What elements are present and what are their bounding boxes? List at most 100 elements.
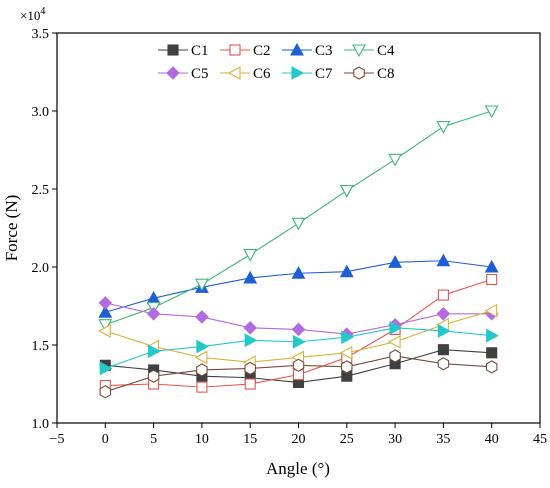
series-layer <box>98 105 499 399</box>
y-tick-label: 1.0 <box>32 417 50 432</box>
x-tick-label: 20 <box>292 432 306 447</box>
data-point <box>148 344 161 359</box>
legend-item-c7: C7 <box>282 66 333 82</box>
x-tick-label: 10 <box>195 432 209 447</box>
series-c8 <box>99 349 498 399</box>
data-point <box>339 345 353 360</box>
data-point <box>98 324 111 338</box>
data-point <box>484 303 498 318</box>
legend-item-c2: C2 <box>220 43 271 59</box>
data-point <box>388 153 403 167</box>
legend-label: C3 <box>315 43 333 59</box>
data-point <box>387 334 401 349</box>
data-point <box>99 385 112 399</box>
data-point <box>243 270 258 284</box>
data-point <box>485 360 498 374</box>
legend-marker <box>167 44 179 56</box>
data-point <box>291 217 306 231</box>
legend: C1 C2 C3 C4 C5 C6 C7 C8 <box>158 42 395 82</box>
data-point <box>291 266 306 279</box>
legend-marker <box>291 66 305 80</box>
data-point <box>195 310 209 324</box>
data-point <box>486 273 498 286</box>
legend-label: C4 <box>377 43 395 59</box>
y-tick-label: 3.5 <box>32 27 50 42</box>
data-point <box>437 357 450 371</box>
legend-label: C1 <box>191 43 209 59</box>
data-point <box>243 321 257 335</box>
legend-marker <box>166 66 180 80</box>
data-point <box>437 289 449 301</box>
data-point <box>292 358 305 372</box>
series-c7 <box>99 320 499 376</box>
legend-label: C5 <box>191 66 209 82</box>
legend-marker <box>227 66 241 80</box>
data-point <box>486 328 499 343</box>
x-tick-label: 45 <box>533 432 547 447</box>
x-tick-label: 15 <box>243 432 257 447</box>
data-point <box>436 121 451 134</box>
data-point <box>146 307 161 321</box>
x-tick-label: 40 <box>485 432 499 447</box>
data-point <box>339 264 354 278</box>
y-tick-label: 2.0 <box>32 261 50 276</box>
data-point <box>98 319 113 332</box>
data-point <box>437 344 449 356</box>
x-axis-title: Angle (°) <box>266 459 330 478</box>
data-point <box>147 369 160 383</box>
legend-marker <box>290 42 304 56</box>
legend-label: C8 <box>377 66 395 82</box>
data-point <box>341 330 354 345</box>
data-point <box>243 248 258 262</box>
data-point <box>436 307 451 321</box>
series-c4 <box>98 105 499 332</box>
legend-marker <box>229 44 241 56</box>
data-point <box>196 381 208 393</box>
x-tick-label: −5 <box>50 432 65 447</box>
x-tick-label: 0 <box>102 432 109 447</box>
y-tick-label: 1.5 <box>32 339 50 354</box>
data-point <box>484 259 499 273</box>
legend-label: C2 <box>253 43 271 59</box>
x-tick-label: 25 <box>340 432 354 447</box>
axis-ticks: −5 0 5 10 15 20 25 30 35 40 45 1.0 1.5 2.0 2.5 3.0 3.5 <box>32 27 548 447</box>
data-point <box>484 105 499 119</box>
legend-marker <box>352 44 366 58</box>
legend-label: C6 <box>253 66 271 82</box>
y-tick-label: 2.5 <box>32 183 50 198</box>
data-point <box>194 350 208 365</box>
legend-item-c5: C5 <box>158 66 209 82</box>
legend-label: C7 <box>315 66 333 82</box>
data-point <box>244 361 256 376</box>
data-point <box>99 361 113 376</box>
data-point <box>98 296 113 310</box>
y-tick-label: 3.0 <box>32 105 50 120</box>
data-point <box>244 333 258 348</box>
x-tick-label: 5 <box>150 432 157 447</box>
x-tick-label: 35 <box>436 432 450 447</box>
x-tick-label: 30 <box>388 432 402 447</box>
data-point <box>388 255 403 268</box>
y-multiplier: ×104 <box>20 6 45 23</box>
legend-item-c6: C6 <box>220 66 271 82</box>
legend-item-c4: C4 <box>344 43 395 59</box>
data-point <box>339 185 354 198</box>
data-point <box>194 278 209 292</box>
legend-item-c8: C8 <box>344 66 395 82</box>
legend-marker <box>353 66 365 80</box>
data-point <box>436 253 451 267</box>
data-point <box>196 339 210 354</box>
legend-item-c1: C1 <box>158 43 209 59</box>
data-point <box>196 363 208 377</box>
legend-item-c3: C3 <box>282 42 333 59</box>
y-axis-title: Force (N) <box>2 195 21 262</box>
data-point <box>291 322 306 337</box>
data-point <box>437 324 451 338</box>
data-point <box>292 334 306 349</box>
series-c3 <box>98 253 499 318</box>
data-point <box>389 349 401 363</box>
data-point <box>341 360 353 374</box>
data-point <box>389 320 403 335</box>
data-point <box>98 305 113 318</box>
